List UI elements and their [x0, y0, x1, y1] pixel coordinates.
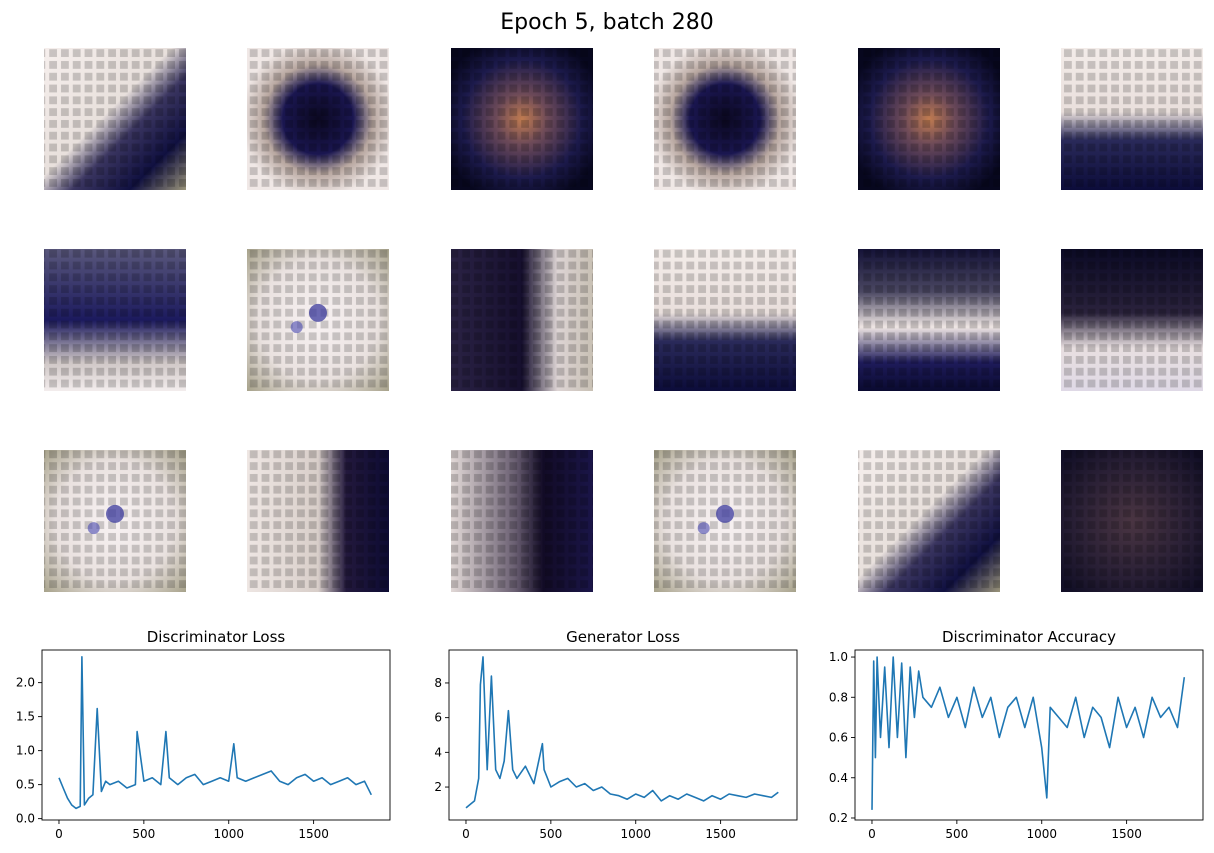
sample-image	[858, 48, 1000, 190]
figure-title: Epoch 5, batch 280	[500, 10, 713, 35]
sample-image	[654, 450, 796, 592]
y-tick-label: 6	[434, 711, 442, 725]
x-tick-label: 1000	[213, 827, 244, 841]
loss-charts: Discriminator Loss 0 500 1000 1500 0.0 0.5 1.0 1…	[16, 628, 1204, 841]
sample-image	[451, 48, 593, 190]
plot-frame	[448, 649, 798, 821]
sample-image-grid	[44, 48, 1203, 592]
plot-frame	[41, 649, 391, 821]
y-tick-label: 2	[434, 780, 442, 794]
sample-image	[1061, 249, 1203, 391]
series-line	[871, 656, 1186, 810]
sample-image	[247, 450, 389, 592]
y-tick-label: 0.6	[829, 731, 848, 745]
x-tick-label: 500	[132, 827, 155, 841]
chart-title: Discriminator Accuracy	[942, 628, 1116, 646]
y-tick-label: 0.4	[829, 771, 848, 785]
y-tick-label: 1.0	[829, 650, 848, 664]
chart-panel: Discriminator Loss 0 500 1000 1500 0.0 0.5 1.0 1…	[16, 628, 391, 841]
x-tick-label: 0	[55, 827, 63, 841]
x-tick-label: 1500	[705, 827, 736, 841]
sample-image	[44, 249, 186, 391]
chart-panel: Generator Loss 0 500 1000 1500 2 4 6 8	[434, 628, 798, 841]
x-tick-label: 500	[539, 827, 562, 841]
sample-image	[858, 249, 1000, 391]
y-tick-label: 0.2	[829, 811, 848, 825]
x-tick-label: 1500	[1111, 827, 1142, 841]
sample-image	[451, 249, 593, 391]
chart-panel: Discriminator Accuracy 0 500 1000 1500 0.2 0.4…	[829, 628, 1204, 841]
plot-frame	[854, 649, 1204, 821]
sample-image	[654, 249, 796, 391]
sample-image	[654, 48, 796, 190]
x-tick-label: 0	[462, 827, 470, 841]
chart-title: Discriminator Loss	[147, 628, 286, 646]
x-tick-label: 1500	[298, 827, 329, 841]
y-tick-label: 4	[434, 745, 442, 759]
sample-image	[247, 249, 389, 391]
x-tick-label: 1000	[620, 827, 651, 841]
x-tick-label: 500	[945, 827, 968, 841]
y-tick-label: 1.0	[16, 744, 35, 758]
series-line	[465, 656, 779, 809]
sample-image	[1061, 48, 1203, 190]
sample-image	[1061, 450, 1203, 592]
series-line	[58, 655, 373, 810]
y-tick-label: 8	[434, 676, 442, 690]
x-tick-label: 0	[868, 827, 876, 841]
y-tick-label: 2.0	[16, 676, 35, 690]
y-tick-label: 0.5	[16, 778, 35, 792]
y-tick-label: 1.5	[16, 710, 35, 724]
sample-image	[858, 450, 1000, 592]
sample-image	[451, 450, 593, 592]
chart-title: Generator Loss	[566, 628, 680, 646]
sample-image	[44, 450, 186, 592]
y-tick-label: 0.8	[829, 690, 848, 704]
x-tick-label: 1000	[1026, 827, 1057, 841]
sample-image	[44, 48, 186, 190]
y-tick-label: 0.0	[16, 812, 35, 826]
sample-image	[247, 48, 389, 190]
